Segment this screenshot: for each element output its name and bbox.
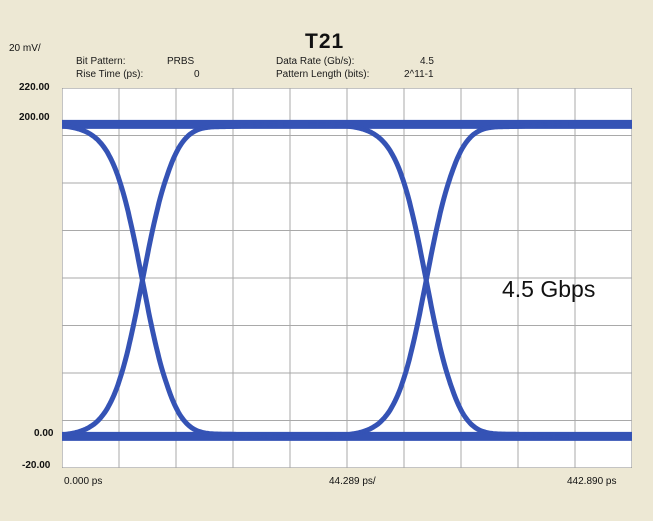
x-tick-label: 0.000 ps — [64, 476, 102, 487]
vertical-scale-label: 20 mV/ — [9, 43, 41, 54]
x-tick-label: 44.289 ps/ — [329, 476, 376, 487]
y-tick-label: 0.00 — [34, 428, 53, 439]
x-tick-label: 442.890 ps — [567, 476, 617, 487]
pattern-length-value: 2^11-1 — [404, 69, 434, 80]
bit-pattern-value: PRBS — [167, 56, 194, 67]
chart-title: T21 — [305, 30, 344, 54]
data-rate-value: 4.5 — [420, 56, 434, 67]
y-tick-label: -20.00 — [22, 460, 50, 471]
rise-time-value: 0 — [194, 69, 200, 80]
y-tick-label: 220.00 — [19, 82, 50, 93]
data-rate-label: Data Rate (Gb/s): — [276, 56, 354, 67]
rise-time-label: Rise Time (ps): — [76, 69, 143, 80]
bit-pattern-label: Bit Pattern: — [76, 56, 125, 67]
y-tick-label: 200.00 — [19, 112, 50, 123]
pattern-length-label: Pattern Length (bits): — [276, 69, 369, 80]
data-rate-annotation: 4.5 Gbps — [502, 276, 595, 303]
